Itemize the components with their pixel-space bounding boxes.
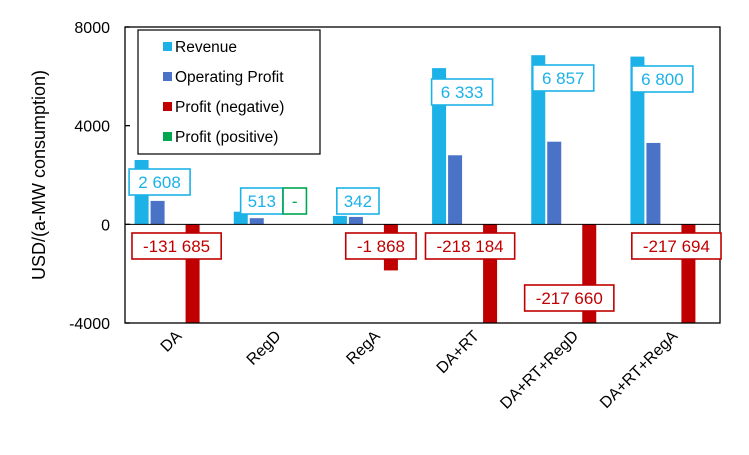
revenue-data-label: 342 <box>344 192 372 211</box>
revenue-bar <box>432 68 447 225</box>
revenue-data-label: 513 <box>248 192 276 211</box>
y-tick-label: -4000 <box>69 316 110 333</box>
profit-data-label: -217 694 <box>643 237 710 256</box>
y-axis-title: USD/(a-MW consumption) <box>29 70 49 280</box>
revenue-bar <box>233 211 248 225</box>
operating-profit-bar <box>249 218 264 225</box>
legend-swatch <box>163 42 172 51</box>
operating-profit-bar <box>646 142 661 225</box>
category-label: DA+RT+RegA <box>597 328 681 412</box>
legend-swatch <box>163 72 172 81</box>
operating-profit-bar <box>348 216 363 225</box>
category-label: DA+RT+RegD <box>497 328 582 413</box>
revenue-bar <box>630 56 645 225</box>
profit-data-label-box <box>424 232 516 260</box>
profit-data-label: -1 868 <box>357 237 405 256</box>
legend-item-label: Operating Profit <box>175 69 284 86</box>
profit-data-label-box <box>344 232 417 260</box>
revenue-data-label-box <box>531 64 595 92</box>
legend-item-label: Profit (negative) <box>175 99 284 116</box>
category-label: RegA <box>343 328 384 369</box>
y-tick-label: 8000 <box>74 20 110 37</box>
revenue-data-label: 6 857 <box>542 69 585 88</box>
profit-data-label: -217 660 <box>536 289 603 308</box>
revenue-bar <box>531 55 546 225</box>
revenue-data-label-box <box>430 78 494 106</box>
category-label: DA+RT <box>434 328 483 377</box>
plot-frame <box>124 26 721 324</box>
data-labels-group: 2 608 513 342 6 333 6 857 6 800 -131 685 - -1 86… <box>128 64 722 312</box>
revenue-data-label: 2 608 <box>138 173 181 192</box>
y-tick-label: 0 <box>101 217 110 234</box>
revenue-bar <box>332 215 347 225</box>
revenue-data-label: 6 800 <box>641 70 684 89</box>
operating-profit-bar <box>547 141 562 225</box>
revenue-data-label-box <box>631 65 694 93</box>
revenue-data-label-box <box>239 187 284 215</box>
profit-data-label: -218 184 <box>437 237 504 256</box>
legend: Revenue Operating Profit Profit (negative)… <box>137 29 321 155</box>
category-label: DA <box>158 328 186 356</box>
revenue-data-label: 6 333 <box>441 83 484 102</box>
category-label: RegD <box>244 328 285 369</box>
legend-swatch <box>163 102 172 111</box>
profit-data-label-box <box>631 232 722 260</box>
operating-profit-bar <box>150 200 165 225</box>
y-tick-label: 4000 <box>74 119 110 136</box>
profit-data-label-box <box>131 232 222 260</box>
profit-data-label: -131 685 <box>143 237 210 256</box>
profit-data-label-box <box>282 187 308 215</box>
revenue-data-label-box <box>128 168 191 196</box>
profit-data-label: - <box>292 192 298 211</box>
legend-item-label: Profit (positive) <box>175 129 278 146</box>
legend-item-label: Revenue <box>175 39 237 56</box>
profit-data-label-box <box>523 284 615 312</box>
operating-profit-bar <box>448 155 463 225</box>
legend-swatch <box>163 132 172 141</box>
revenue-data-label-box <box>336 187 380 215</box>
